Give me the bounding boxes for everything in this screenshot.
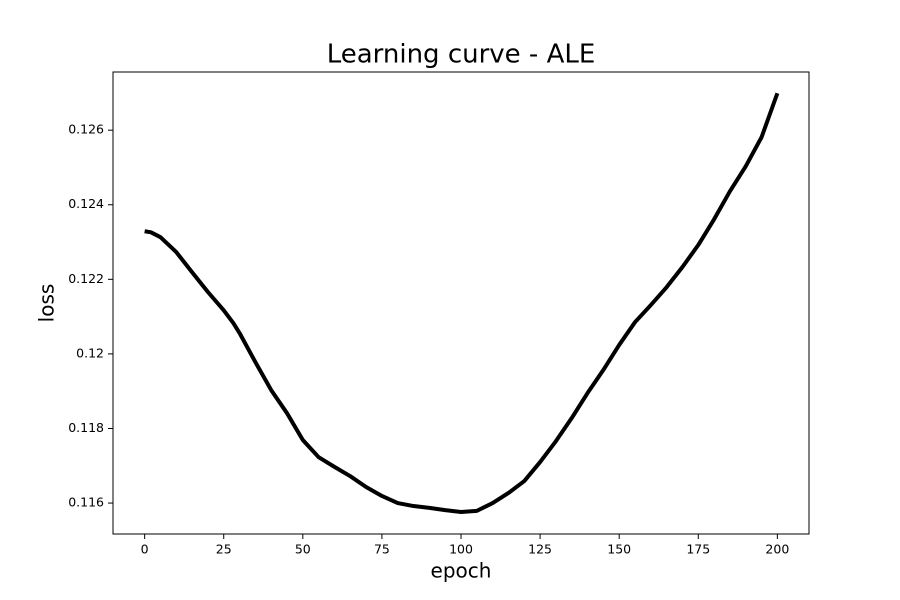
x-tick-label: 50 — [295, 542, 311, 557]
chart-title: Learning curve - ALE — [327, 40, 596, 70]
x-tick-label: 125 — [528, 542, 552, 557]
y-tick-label: 0.122 — [68, 271, 104, 286]
line — [144, 92, 780, 514]
x-tick-label: 200 — [765, 542, 789, 557]
x-tick-label: 175 — [686, 542, 710, 557]
x-tick-label: 0 — [141, 542, 149, 557]
x-tick-label: 75 — [374, 542, 390, 557]
x-tick-label: 100 — [449, 542, 473, 557]
y-tick-label: 0.118 — [68, 420, 104, 435]
x-axis-label: epoch — [431, 559, 492, 583]
plot-frame — [112, 71, 810, 535]
y-tick-label: 0.124 — [68, 196, 104, 211]
y-tick-label: 0.116 — [68, 495, 104, 510]
y-axis-label: loss — [35, 284, 59, 323]
x-tick-label: 150 — [607, 542, 631, 557]
x-tick-label: 25 — [216, 542, 232, 557]
y-tick-label: 0.12 — [76, 345, 104, 360]
y-tick-label: 0.126 — [68, 122, 104, 137]
